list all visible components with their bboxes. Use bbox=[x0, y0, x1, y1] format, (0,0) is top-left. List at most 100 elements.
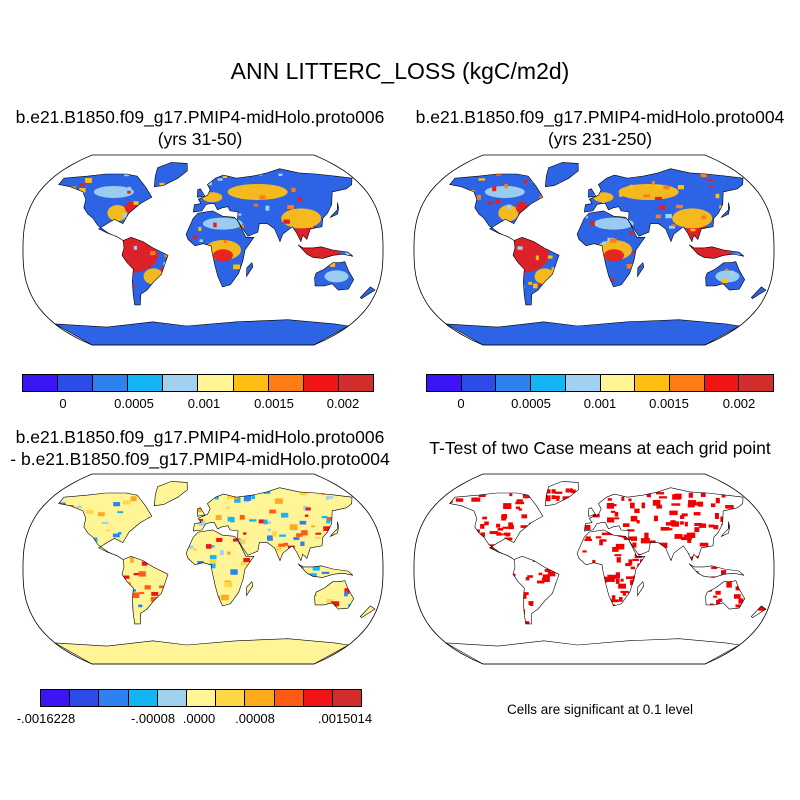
grid-cell bbox=[364, 182, 369, 185]
value-region bbox=[603, 249, 624, 262]
significant-cell bbox=[620, 590, 629, 594]
grid-cell bbox=[28, 508, 33, 514]
grid-cell bbox=[278, 543, 286, 547]
grid-cell bbox=[379, 490, 387, 495]
significant-cell bbox=[738, 598, 744, 604]
significant-cell bbox=[610, 510, 616, 513]
grid-cell bbox=[283, 219, 290, 224]
grid-cell bbox=[345, 252, 350, 257]
significant-cell bbox=[547, 571, 556, 577]
grid-cell bbox=[379, 204, 382, 208]
grid-cell bbox=[517, 246, 523, 250]
grid-cell bbox=[715, 193, 720, 199]
grid-cell bbox=[160, 266, 165, 272]
grid-cell bbox=[198, 519, 204, 522]
significant-cell bbox=[711, 566, 718, 570]
grid-cell bbox=[275, 498, 283, 504]
significant-cell bbox=[565, 488, 573, 493]
significant-cell bbox=[655, 492, 665, 495]
significant-cell bbox=[679, 521, 684, 525]
colorbar-swatch bbox=[496, 375, 532, 391]
colorbar-swatch bbox=[233, 375, 269, 391]
significant-cell bbox=[595, 536, 602, 539]
significant-cell bbox=[585, 536, 591, 540]
coastline bbox=[637, 262, 645, 278]
grid-cell bbox=[643, 194, 651, 198]
grid-cell bbox=[86, 509, 94, 514]
grid-cell bbox=[721, 278, 728, 283]
significance-note: Cells are significant at 0.1 level bbox=[506, 702, 694, 717]
colorbar-swatch bbox=[565, 375, 601, 391]
grid-cell bbox=[488, 201, 493, 205]
grid-cell bbox=[223, 240, 228, 244]
significant-cell bbox=[726, 581, 732, 588]
significant-cell bbox=[419, 486, 422, 491]
significant-cell bbox=[529, 601, 534, 606]
significant-cell bbox=[691, 532, 695, 537]
significant-cell bbox=[618, 596, 623, 602]
significant-cell bbox=[616, 557, 621, 563]
coastline bbox=[197, 507, 206, 517]
grid-cell bbox=[344, 591, 348, 597]
colorbar-swatch bbox=[198, 375, 234, 391]
significant-cell bbox=[553, 495, 560, 499]
grid-cell bbox=[239, 224, 245, 229]
grid-cell bbox=[326, 520, 331, 524]
grid-cell bbox=[127, 186, 132, 190]
significant-cell bbox=[501, 514, 507, 521]
grid-cell bbox=[150, 250, 156, 256]
significant-cell bbox=[658, 496, 667, 499]
grid-cell bbox=[315, 532, 322, 535]
coastline bbox=[185, 210, 255, 288]
grid-cell bbox=[122, 500, 131, 505]
significant-cell bbox=[632, 558, 639, 561]
significant-cell bbox=[606, 577, 612, 581]
grid-cell bbox=[323, 526, 330, 532]
grid-cell bbox=[230, 569, 238, 575]
colorbar-tick: 0.001 bbox=[583, 396, 617, 411]
coastline bbox=[688, 244, 745, 259]
grid-cell bbox=[217, 178, 223, 181]
significant-cell bbox=[775, 586, 780, 591]
significant-cell bbox=[489, 531, 499, 535]
grid-cell bbox=[130, 557, 134, 563]
grid-cell bbox=[151, 591, 159, 596]
significant-cell bbox=[601, 532, 608, 536]
grid-cell bbox=[253, 204, 259, 207]
significant-cell bbox=[626, 576, 634, 580]
grid-cell bbox=[507, 204, 512, 210]
colorbar-swatch bbox=[58, 375, 94, 391]
coastline bbox=[750, 286, 767, 299]
grid-cell bbox=[251, 493, 255, 500]
coastline bbox=[153, 481, 188, 507]
significant-cell bbox=[542, 577, 550, 583]
significant-cell bbox=[699, 523, 707, 528]
significant-cell bbox=[664, 528, 673, 531]
colorbar-swatch bbox=[245, 690, 275, 706]
significant-cell bbox=[413, 508, 421, 511]
significant-cell bbox=[725, 504, 734, 509]
grid-cell bbox=[653, 185, 661, 190]
value-region bbox=[212, 249, 233, 262]
significant-cell bbox=[508, 524, 514, 530]
significant-cell bbox=[630, 515, 638, 522]
grid-cell bbox=[773, 223, 780, 227]
colorbar-swatch bbox=[93, 375, 129, 391]
coastline bbox=[720, 202, 730, 219]
main-title: ANN LITTERC_LOSS (kgC/m2d) bbox=[230, 58, 570, 84]
grid-cell bbox=[233, 264, 241, 270]
grid-cell bbox=[311, 525, 315, 528]
significant-cell bbox=[653, 515, 658, 522]
significant-cell bbox=[610, 599, 619, 603]
grid-cell bbox=[235, 213, 242, 216]
significant-cell bbox=[622, 592, 627, 596]
significant-cell bbox=[763, 505, 766, 508]
panel-title-line1: b.e21.B1850.f09_g17.PMIP4-midHolo.proto0… bbox=[415, 107, 785, 127]
grid-cell bbox=[226, 506, 231, 509]
grid-cell bbox=[138, 604, 143, 608]
colorbar-tick: 0 bbox=[457, 396, 465, 411]
colorbar-swatch bbox=[704, 375, 740, 391]
grid-cell bbox=[326, 517, 333, 522]
grid-cell bbox=[76, 505, 82, 508]
grid-cell bbox=[651, 180, 655, 185]
